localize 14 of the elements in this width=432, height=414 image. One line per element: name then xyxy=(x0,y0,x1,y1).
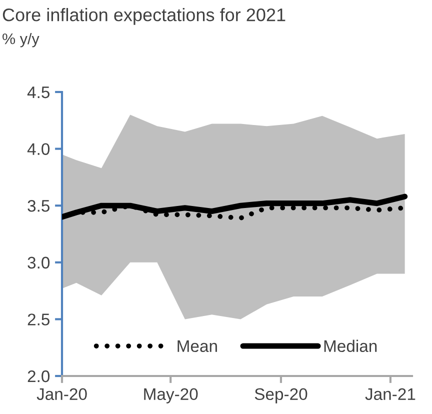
x-tick-label: May-20 xyxy=(144,388,198,404)
y-tick-label: 2.5 xyxy=(28,314,50,326)
y-tick-label: 3.5 xyxy=(28,200,50,212)
y-tick-label: 4.5 xyxy=(27,86,50,98)
y-tick-label: 4.0 xyxy=(27,143,50,156)
x-tick-label: Sep-20 xyxy=(254,388,308,404)
x-tick-label: Jan-21 xyxy=(365,388,416,400)
y-tick-label: 3.0 xyxy=(28,256,50,269)
chart-title: Core inflation expectations for 2021 xyxy=(2,8,286,25)
y-tick-label: 2.0 xyxy=(28,370,50,382)
x-tick-label: Jan-20 xyxy=(36,388,87,400)
legend-label: Median xyxy=(324,340,377,352)
legend-label: Mean xyxy=(178,340,217,352)
chart-subtitle: % y/y xyxy=(2,33,40,48)
